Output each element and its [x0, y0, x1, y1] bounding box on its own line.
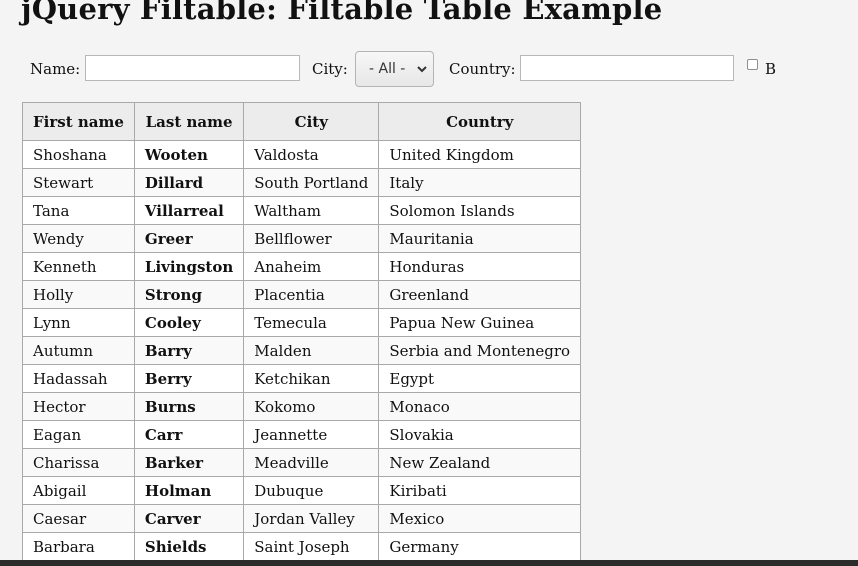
country-filter-input[interactable]	[520, 55, 734, 81]
table-row: Barbara Shields Saint Joseph Germany	[22, 532, 582, 561]
table-row: Hector Burns Kokomo Monaco	[22, 392, 582, 421]
city-cell: Jeannette	[243, 420, 380, 449]
last-name-cell: Strong	[133, 280, 245, 309]
table-row: Wendy Greer Bellflower Mauritania	[22, 224, 582, 253]
last-name-cell: Shields	[133, 532, 245, 561]
city-cell: Valdosta	[243, 140, 380, 169]
city-cell: Anaheim	[243, 252, 380, 281]
first-name-cell: Hector	[22, 392, 135, 421]
first-name-cell: Shoshana	[22, 140, 135, 169]
city-cell: Malden	[243, 336, 380, 365]
checkbox-icon[interactable]	[747, 59, 758, 70]
country-cell: Mexico	[378, 504, 582, 533]
first-name-cell: Wendy	[22, 224, 135, 253]
city-filter-selected-value: - All -	[369, 61, 406, 77]
first-name-cell: Abigail	[22, 476, 135, 505]
first-name-cell: Autumn	[22, 336, 135, 365]
table-row: Abigail Holman Dubuque Kiribati	[22, 476, 582, 505]
header-city[interactable]: City	[243, 102, 380, 141]
chevron-down-icon	[417, 66, 427, 73]
first-name-cell: Kenneth	[22, 252, 135, 281]
filter-bar: Name: City: - All - Country: B	[30, 51, 830, 87]
city-cell: Placentia	[243, 280, 380, 309]
last-name-cell: Villarreal	[133, 196, 245, 225]
last-name-cell: Carver	[133, 504, 245, 533]
table-row: Tana Villarreal Waltham Solomon Islands	[22, 196, 582, 225]
last-name-cell: Holman	[133, 476, 245, 505]
table-body: Shoshana Wooten Valdosta United Kingdom Stew…	[22, 140, 582, 561]
table-row: Stewart Dillard South Portland Italy	[22, 168, 582, 197]
last-name-cell: Berry	[133, 364, 245, 393]
last-name-cell: Dillard	[133, 168, 245, 197]
table-row: Autumn Barry Malden Serbia and Montenegro	[22, 336, 582, 365]
city-cell: Bellflower	[243, 224, 380, 253]
table-header-row: First name Last name City Country	[22, 102, 582, 141]
country-cell: Mauritania	[378, 224, 582, 253]
city-cell: South Portland	[243, 168, 380, 197]
last-name-cell: Livingston	[133, 252, 245, 281]
table-row: Hadassah Berry Ketchikan Egypt	[22, 364, 582, 393]
city-filter-label: City:	[312, 60, 348, 78]
last-name-cell: Wooten	[133, 140, 245, 169]
first-name-cell: Caesar	[22, 504, 135, 533]
country-cell: Serbia and Montenegro	[378, 336, 582, 365]
city-filter-select[interactable]: - All -	[355, 51, 434, 87]
country-cell: Papua New Guinea	[378, 308, 582, 337]
first-name-cell: Hadassah	[22, 364, 135, 393]
first-name-cell: Holly	[22, 280, 135, 309]
name-filter-label: Name:	[30, 60, 81, 78]
city-cell: Meadville	[243, 448, 380, 477]
first-name-cell: Charissa	[22, 448, 135, 477]
city-cell: Waltham	[243, 196, 380, 225]
country-cell: United Kingdom	[378, 140, 582, 169]
data-table: First name Last name City Country Shosha…	[22, 102, 582, 561]
first-name-cell: Tana	[22, 196, 135, 225]
last-name-cell: Burns	[133, 392, 245, 421]
city-cell: Temecula	[243, 308, 380, 337]
country-cell: Kiribati	[378, 476, 582, 505]
city-cell: Saint Joseph	[243, 532, 380, 561]
last-name-cell: Greer	[133, 224, 245, 253]
checkbox-label: B	[765, 60, 777, 78]
last-name-cell: Carr	[133, 420, 245, 449]
taskbar	[0, 560, 858, 566]
header-last-name[interactable]: Last name	[133, 102, 245, 141]
first-name-cell: Stewart	[22, 168, 135, 197]
first-name-cell: Barbara	[22, 532, 135, 561]
table-row: Kenneth Livingston Anaheim Honduras	[22, 252, 582, 281]
table-row: Eagan Carr Jeannette Slovakia	[22, 420, 582, 449]
first-name-cell: Eagan	[22, 420, 135, 449]
table-row: Holly Strong Placentia Greenland	[22, 280, 582, 309]
country-cell: Germany	[378, 532, 582, 561]
table-row: Lynn Cooley Temecula Papua New Guinea	[22, 308, 582, 337]
city-cell: Jordan Valley	[243, 504, 380, 533]
last-name-cell: Barry	[133, 336, 245, 365]
country-cell: Solomon Islands	[378, 196, 582, 225]
last-name-cell: Barker	[133, 448, 245, 477]
first-name-cell: Lynn	[22, 308, 135, 337]
city-cell: Ketchikan	[243, 364, 380, 393]
country-cell: Italy	[378, 168, 582, 197]
name-filter-input[interactable]	[85, 55, 300, 81]
country-cell: New Zealand	[378, 448, 582, 477]
header-first-name[interactable]: First name	[22, 102, 135, 141]
country-cell: Honduras	[378, 252, 582, 281]
table-row: Caesar Carver Jordan Valley Mexico	[22, 504, 582, 533]
country-cell: Egypt	[378, 364, 582, 393]
country-filter-label: Country:	[449, 60, 516, 78]
table-row: Shoshana Wooten Valdosta United Kingdom	[22, 140, 582, 169]
city-cell: Dubuque	[243, 476, 380, 505]
city-cell: Kokomo	[243, 392, 380, 421]
country-cell: Monaco	[378, 392, 582, 421]
header-country[interactable]: Country	[378, 102, 582, 141]
country-cell: Greenland	[378, 280, 582, 309]
last-name-cell: Cooley	[133, 308, 245, 337]
table-row: Charissa Barker Meadville New Zealand	[22, 448, 582, 477]
page-title: jQuery Filtable: Filtable Table Example	[21, 0, 663, 26]
country-cell: Slovakia	[378, 420, 582, 449]
